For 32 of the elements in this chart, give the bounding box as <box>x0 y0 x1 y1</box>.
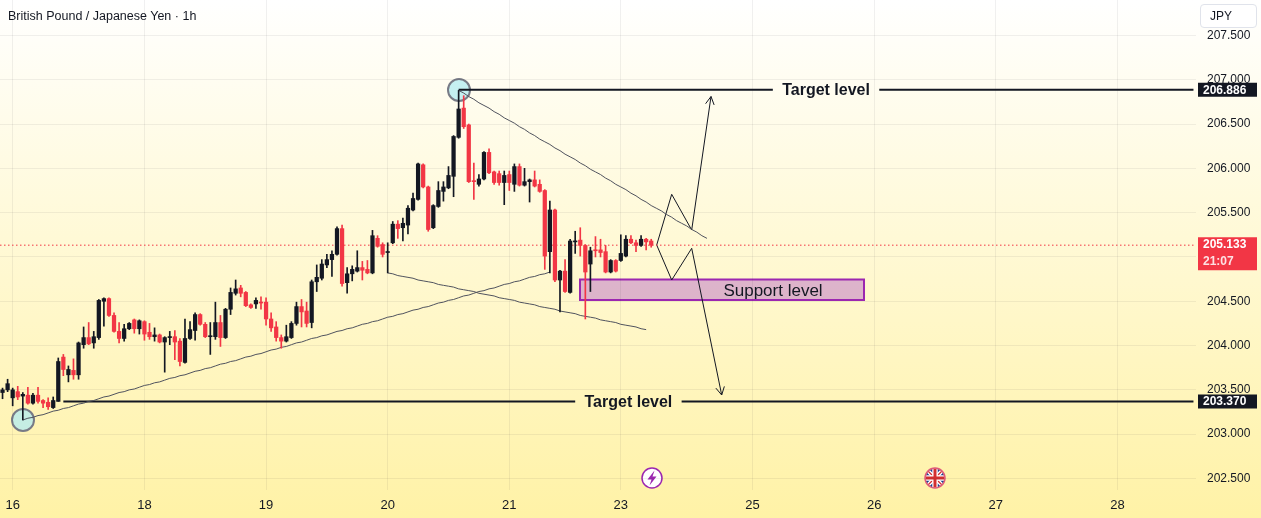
text: British Pound / Japanese Yen · 1h <box>8 9 197 23</box>
x-tick-label: 16 <box>5 497 20 513</box>
x-tick-label: 20 <box>380 497 395 513</box>
y-tick-label: 202.500 <box>1207 470 1251 485</box>
data-label: 206.886 <box>1203 82 1247 97</box>
y-tick-label: 205.500 <box>1207 204 1251 219</box>
y-tick-label: 206.500 <box>1207 116 1251 131</box>
candlestick <box>395 220 400 239</box>
x-tick-label: 18 <box>137 497 152 513</box>
x-tick-label: 25 <box>745 497 760 513</box>
data-label: 203.370 <box>1203 394 1247 409</box>
candlestick <box>385 242 390 274</box>
x-tick-label: 27 <box>988 497 1004 513</box>
series-label: Target level <box>584 392 673 410</box>
text: 21:07 <box>1203 254 1234 269</box>
unit-button: JPY <box>1200 4 1257 28</box>
y-tick-label: 207.500 <box>1207 27 1251 42</box>
candlestick <box>167 331 172 346</box>
x-tick-label: 21 <box>502 497 517 513</box>
y-tick-label: 204.500 <box>1207 293 1251 308</box>
series-label: Target level <box>782 81 870 99</box>
y-tick-label: 203.500 <box>1207 382 1251 397</box>
x-tick-label: 23 <box>613 497 629 513</box>
y-tick-label: 206.000 <box>1207 160 1251 175</box>
ref-line-label: 205.133 <box>1203 237 1247 252</box>
annotation: Support level <box>723 280 823 300</box>
x-tick-label: 19 <box>258 497 274 513</box>
x-tick-label: 28 <box>1110 497 1125 513</box>
y-tick-label: 204.000 <box>1207 337 1251 352</box>
candlestick <box>502 170 507 206</box>
y-tick-label: 203.000 <box>1207 426 1251 441</box>
x-tick-label: 26 <box>866 497 882 513</box>
